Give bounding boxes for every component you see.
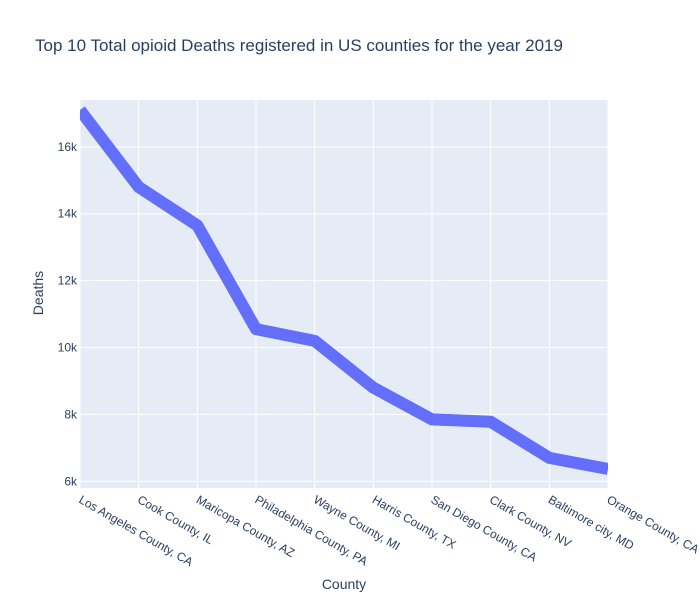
plot-area (80, 100, 608, 488)
y-tick-labels: 6k 8k 10k 12k 14k 16k (58, 140, 78, 488)
y-gridlines (80, 146, 608, 482)
y-axis-title: Deaths (30, 271, 46, 315)
y-tick-label: 6k (64, 474, 78, 488)
series-line (80, 106, 608, 475)
y-tick-label: 8k (64, 407, 78, 421)
y-tick-label: 12k (58, 274, 78, 288)
series-line-group (80, 106, 608, 475)
y-tick-label: 14k (58, 207, 78, 221)
x-axis-title: County (322, 576, 366, 592)
x-gridlines (79, 100, 609, 488)
chart-title: Top 10 Total opioid Deaths registered in… (35, 36, 563, 55)
y-tick-label: 10k (58, 341, 78, 355)
y-tick-label: 16k (58, 140, 78, 154)
